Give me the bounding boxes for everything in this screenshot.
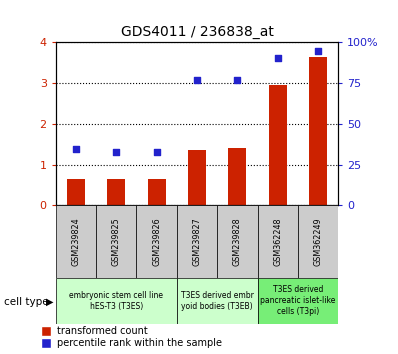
Text: ▶: ▶ xyxy=(46,297,53,307)
Text: GSM362249: GSM362249 xyxy=(314,217,323,266)
FancyBboxPatch shape xyxy=(217,205,258,278)
FancyBboxPatch shape xyxy=(258,278,338,324)
Text: GSM239827: GSM239827 xyxy=(193,217,201,266)
Bar xyxy=(309,57,327,205)
Text: cell type: cell type xyxy=(4,297,49,307)
FancyBboxPatch shape xyxy=(56,205,96,278)
Bar xyxy=(188,150,206,205)
Text: GSM239826: GSM239826 xyxy=(152,217,161,266)
Bar xyxy=(67,179,85,205)
FancyBboxPatch shape xyxy=(177,278,258,324)
Point xyxy=(275,55,281,61)
FancyBboxPatch shape xyxy=(56,278,177,324)
Text: GSM239824: GSM239824 xyxy=(71,217,80,266)
Text: GSM239825: GSM239825 xyxy=(112,217,121,266)
Text: GSM362248: GSM362248 xyxy=(273,217,282,266)
FancyBboxPatch shape xyxy=(96,205,137,278)
Text: GSM239828: GSM239828 xyxy=(233,217,242,266)
FancyBboxPatch shape xyxy=(298,205,338,278)
Bar xyxy=(228,148,246,205)
Text: T3ES derived embr
yoid bodies (T3EB): T3ES derived embr yoid bodies (T3EB) xyxy=(181,291,254,311)
Bar xyxy=(107,179,125,205)
Text: embryonic stem cell line
hES-T3 (T3ES): embryonic stem cell line hES-T3 (T3ES) xyxy=(69,291,163,311)
FancyBboxPatch shape xyxy=(177,205,217,278)
Legend: transformed count, percentile rank within the sample: transformed count, percentile rank withi… xyxy=(41,325,223,349)
Point xyxy=(234,77,240,83)
Text: T3ES derived
pancreatic islet-like
cells (T3pi): T3ES derived pancreatic islet-like cells… xyxy=(260,285,336,316)
Point xyxy=(154,149,160,154)
Title: GDS4011 / 236838_at: GDS4011 / 236838_at xyxy=(121,25,273,39)
Point xyxy=(113,149,119,154)
Point xyxy=(73,146,79,152)
Bar xyxy=(269,85,287,205)
Point xyxy=(315,48,321,54)
FancyBboxPatch shape xyxy=(258,205,298,278)
FancyBboxPatch shape xyxy=(137,205,177,278)
Bar xyxy=(148,179,166,205)
Point xyxy=(194,78,200,83)
